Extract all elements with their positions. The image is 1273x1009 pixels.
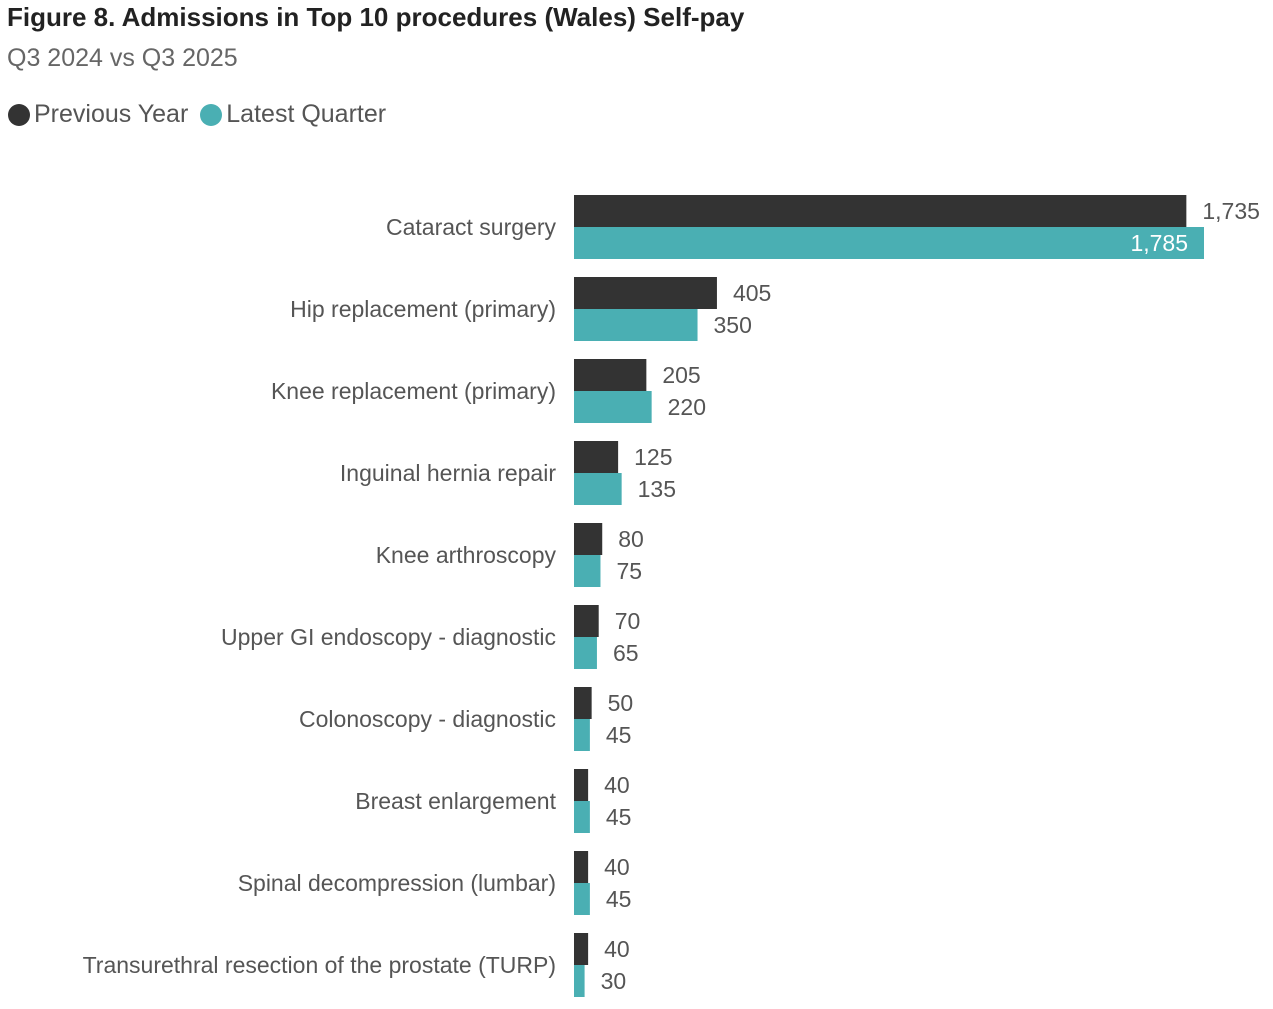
data-label-previous-year: 40: [604, 936, 630, 962]
chart-legend: Previous Year Latest Quarter: [8, 100, 398, 129]
bar-latest-quarter: [574, 227, 1204, 259]
data-label-previous-year: 50: [608, 690, 634, 716]
bar-previous-year: [574, 851, 589, 883]
bar-previous-year: [574, 523, 603, 555]
category-label: Spinal decompression (lumbar): [238, 870, 556, 896]
legend-item-previous-year[interactable]: Previous Year: [8, 100, 188, 129]
bar-latest-quarter: [574, 555, 601, 587]
bar-latest-quarter: [574, 309, 698, 341]
chart-subtitle: Q3 2024 vs Q3 2025: [7, 44, 238, 72]
data-label-previous-year: 80: [618, 526, 644, 552]
legend-label-latest-quarter: Latest Quarter: [226, 100, 387, 128]
data-label-previous-year: 1,735: [1202, 198, 1260, 224]
bar-previous-year: [574, 195, 1187, 227]
data-label-latest-quarter: 350: [714, 312, 752, 338]
category-label: Cataract surgery: [386, 214, 557, 240]
category-label: Knee arthroscopy: [376, 542, 557, 568]
data-label-previous-year: 40: [604, 772, 630, 798]
bar-latest-quarter: [574, 473, 622, 505]
data-label-latest-quarter: 30: [601, 968, 627, 994]
bar-latest-quarter: [574, 965, 585, 997]
bar-latest-quarter: [574, 391, 652, 423]
legend-dot-icon: [8, 103, 30, 126]
category-label: Breast enlargement: [355, 788, 556, 814]
bar-latest-quarter: [574, 883, 590, 915]
category-label: Knee replacement (primary): [271, 378, 556, 404]
category-label: Colonoscopy - diagnostic: [299, 706, 556, 732]
data-label-latest-quarter: 1,785: [1130, 230, 1188, 256]
category-label: Upper GI endoscopy - diagnostic: [221, 624, 556, 650]
category-label: Transurethral resection of the prostate …: [83, 952, 556, 978]
data-label-latest-quarter: 135: [638, 476, 676, 502]
bar-latest-quarter: [574, 719, 590, 751]
legend-dot-icon: [200, 103, 223, 126]
bar-previous-year: [574, 769, 589, 801]
chart-title: Figure 8. Admissions in Top 10 procedure…: [7, 2, 745, 32]
legend-item-latest-quarter[interactable]: Latest Quarter: [200, 100, 386, 129]
data-label-latest-quarter: 220: [668, 394, 706, 420]
bar-previous-year: [574, 687, 592, 719]
bar-previous-year: [574, 277, 717, 309]
data-label-previous-year: 205: [662, 362, 700, 388]
bar-previous-year: [574, 441, 619, 473]
category-label: Hip replacement (primary): [290, 296, 556, 322]
data-label-previous-year: 405: [733, 280, 771, 306]
bar-latest-quarter: [574, 801, 590, 833]
data-label-latest-quarter: 45: [606, 722, 632, 748]
legend-label-previous-year: Previous Year: [34, 100, 189, 128]
data-label-previous-year: 70: [615, 608, 641, 634]
data-label-latest-quarter: 45: [606, 804, 632, 830]
data-label-latest-quarter: 45: [606, 886, 632, 912]
data-label-previous-year: 125: [634, 444, 672, 470]
data-label-previous-year: 40: [604, 854, 630, 880]
category-label: Inguinal hernia repair: [340, 460, 556, 486]
data-label-latest-quarter: 65: [613, 640, 639, 666]
bar-previous-year: [574, 933, 589, 965]
bar-previous-year: [574, 605, 599, 637]
bar-latest-quarter: [574, 637, 597, 669]
bar-previous-year: [574, 359, 647, 391]
data-label-latest-quarter: 75: [616, 558, 642, 584]
